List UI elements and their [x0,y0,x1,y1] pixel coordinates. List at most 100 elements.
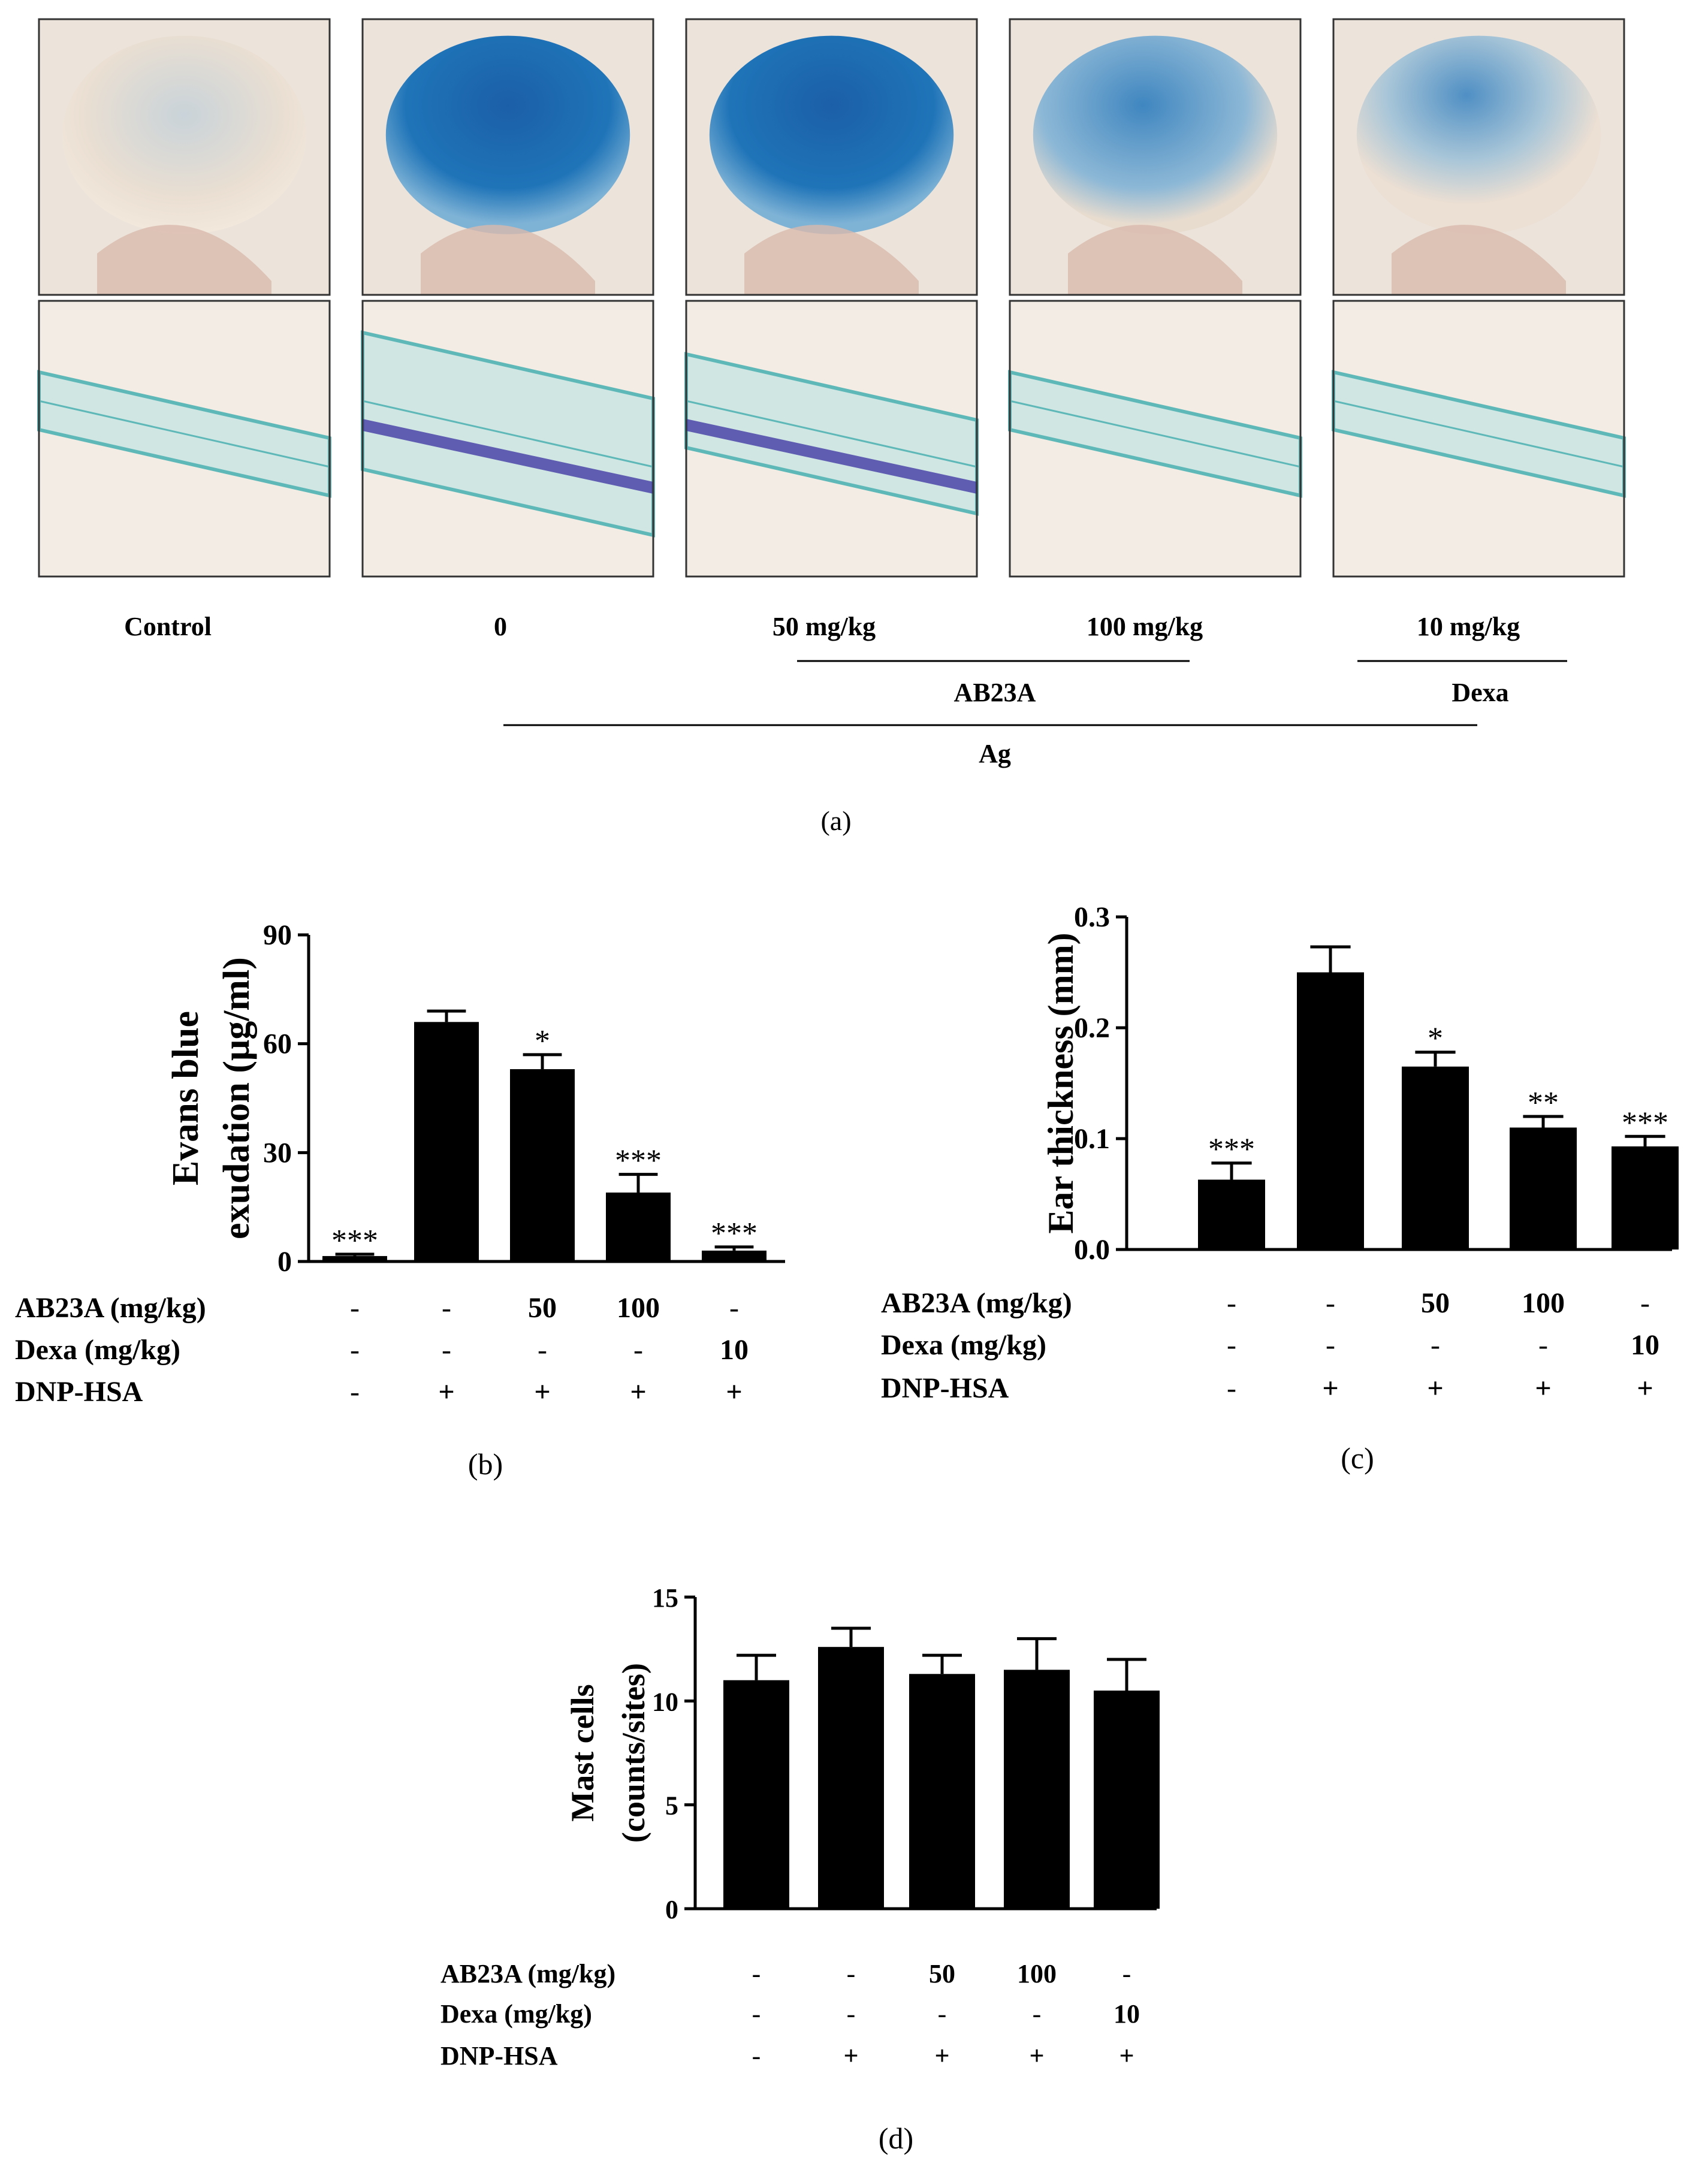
treatment-value: 10 [720,1334,749,1366]
ag-group-label: Ag [979,739,1011,768]
ear-photo [1332,18,1625,296]
treatment-value: + [534,1376,550,1408]
histology-photo [684,300,979,578]
treatment-value: - [1227,1372,1236,1404]
ear-photo [1009,18,1302,296]
significance-label: * [535,1024,550,1058]
treatment-row-label: DNP-HSA [15,1376,143,1408]
treatment-row-label: AB23A (mg/kg) [881,1287,1072,1319]
treatment-row-label: DNP-HSA [440,2041,558,2071]
treatment-row-label: Dexa (mg/kg) [440,1999,592,2029]
histology-photo [1332,300,1626,578]
histology-border [1009,300,1302,578]
panel-a-caption: (a) [820,805,851,836]
treatment-value: + [1322,1372,1338,1404]
panel-a: Control 0 50 mg/kg 100 mg/kg 10 mg/kg AB23A De… [37,18,1626,836]
bar [909,1674,975,1909]
treatment-value: + [934,2041,949,2071]
significance-label: *** [1208,1133,1255,1167]
panel-caption: (d) [879,2121,913,2155]
treatment-value: - [538,1334,547,1366]
y-tick-label: 0 [665,1895,678,1924]
treatment-value: - [1640,1287,1650,1319]
treatment-value: - [1227,1329,1236,1361]
bar [606,1192,671,1261]
treatment-value: - [752,1959,761,1988]
y-tick-label: 30 [263,1137,292,1169]
treatment-value: + [1535,1372,1551,1404]
photo-border [38,18,331,296]
treatment-value: - [1122,1959,1131,1988]
treatment-value: - [350,1334,360,1366]
ear-shape [1033,35,1278,234]
treatment-value: 100 [1522,1287,1565,1319]
treatment-value: - [1538,1329,1548,1361]
photo-border [1332,18,1625,296]
ear-shape [62,35,307,234]
bar [1612,1146,1679,1250]
y-axis-label: (counts/sites) [615,1663,651,1843]
ear-photo [38,18,331,296]
cell-layer [363,419,653,494]
treatment-value: + [1029,2041,1044,2071]
y-tick-label: 0.2 [1074,1012,1110,1044]
treatment-value: + [630,1376,646,1408]
panel-caption: (b) [468,1447,503,1481]
bar [1094,1691,1160,1909]
histology-border [38,300,331,578]
treatment-value: - [752,2041,761,2071]
ear-shape [709,35,954,234]
y-tick-label: 0.1 [1074,1123,1110,1155]
treatment-row-label: Dexa (mg/kg) [881,1329,1046,1361]
ear-photo [361,18,654,296]
photo-border [1009,18,1302,296]
panel-caption: (c) [1341,1441,1374,1475]
y-axis-label: Evans blue [165,1011,206,1185]
treatment-value: 10 [1113,1999,1140,2029]
cell-layer [686,419,977,494]
y-tick-label: 0.0 [1074,1234,1110,1266]
treatment-value: - [1326,1329,1335,1361]
dexa-group-label: Dexa [1452,678,1508,707]
significance-label: *** [615,1144,662,1178]
significance-label: ** [1528,1086,1559,1120]
treatment-value: + [1637,1372,1653,1404]
ear-photo [685,18,978,296]
y-tick-label: 60 [263,1028,292,1060]
y-tick-label: 0.3 [1074,901,1110,933]
ear-base [421,225,595,295]
treatment-value: - [350,1292,360,1324]
photo-border [361,18,654,296]
histology-photo [361,300,655,578]
ear-base [1068,225,1242,295]
bar [1004,1670,1070,1909]
ear-base [97,225,271,295]
treatment-value: - [633,1334,643,1366]
bar [322,1255,387,1261]
y-tick-label: 10 [652,1687,678,1716]
significance-label: *** [331,1224,378,1258]
treatment-value: - [350,1376,360,1408]
y-tick-label: 15 [652,1583,678,1613]
cartilage-line [686,400,977,468]
treatment-value: - [442,1334,451,1366]
histology-photo [37,300,331,578]
ear-base [744,225,919,295]
treatment-value: - [1326,1287,1335,1319]
significance-label: *** [711,1217,758,1251]
treatment-row-label: Dexa (mg/kg) [15,1334,180,1366]
treatment-value: + [1119,2041,1134,2071]
treatment-value: + [1427,1372,1443,1404]
ear-base [1392,225,1566,295]
cartilage-line [362,400,654,468]
bar [1297,972,1364,1250]
significance-label: * [1428,1022,1443,1056]
treatment-value: - [442,1292,451,1324]
y-axis-label: exudation (μg/ml) [216,957,257,1239]
treatment-value: + [438,1376,454,1408]
treatment-value: 10 [1631,1329,1659,1361]
treatment-value: 100 [1017,1959,1057,1988]
treatment-value: - [752,1999,761,2029]
